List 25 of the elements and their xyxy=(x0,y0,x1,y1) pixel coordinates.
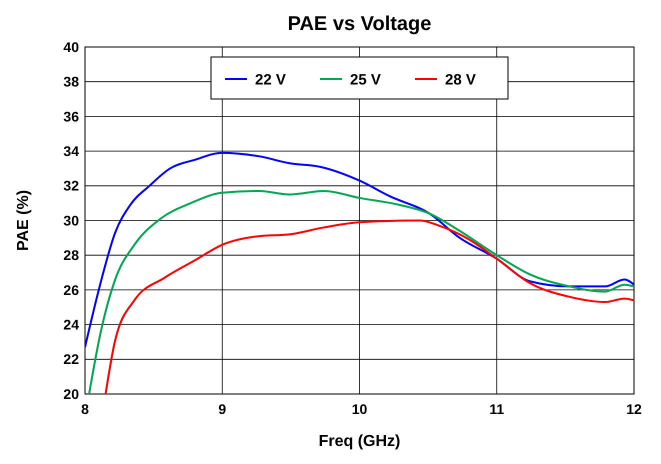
x-tick-label: 10 xyxy=(352,401,368,417)
chart-title: PAE vs Voltage xyxy=(288,13,432,35)
legend-label: 22 V xyxy=(255,71,286,88)
x-tick-label: 12 xyxy=(626,401,642,417)
x-tick-label: 9 xyxy=(218,401,226,417)
x-tick-label: 8 xyxy=(81,401,90,417)
legend-label: 25 V xyxy=(350,71,381,88)
y-tick-label: 26 xyxy=(63,282,80,298)
legend-label: 28 V xyxy=(445,71,476,88)
x-tick-label: 11 xyxy=(489,401,504,417)
y-tick-label: 32 xyxy=(63,178,80,194)
x-axis-title: Freq (GHz) xyxy=(318,433,400,450)
y-tick-label: 38 xyxy=(63,74,80,90)
line-series xyxy=(85,152,634,348)
y-axis-title: PAE (%) xyxy=(15,190,32,252)
line-series xyxy=(88,190,634,394)
y-tick-label: 20 xyxy=(63,386,80,402)
y-tick-label: 22 xyxy=(63,351,80,368)
y-tick-label: 28 xyxy=(63,247,80,264)
y-tick-label: 36 xyxy=(63,108,80,124)
y-tick-label: 40 xyxy=(63,38,80,55)
y-tick-label: 30 xyxy=(63,212,80,228)
line-series xyxy=(104,220,634,394)
y-tick-label: 24 xyxy=(63,316,80,332)
y-tick-label: 34 xyxy=(63,143,80,159)
